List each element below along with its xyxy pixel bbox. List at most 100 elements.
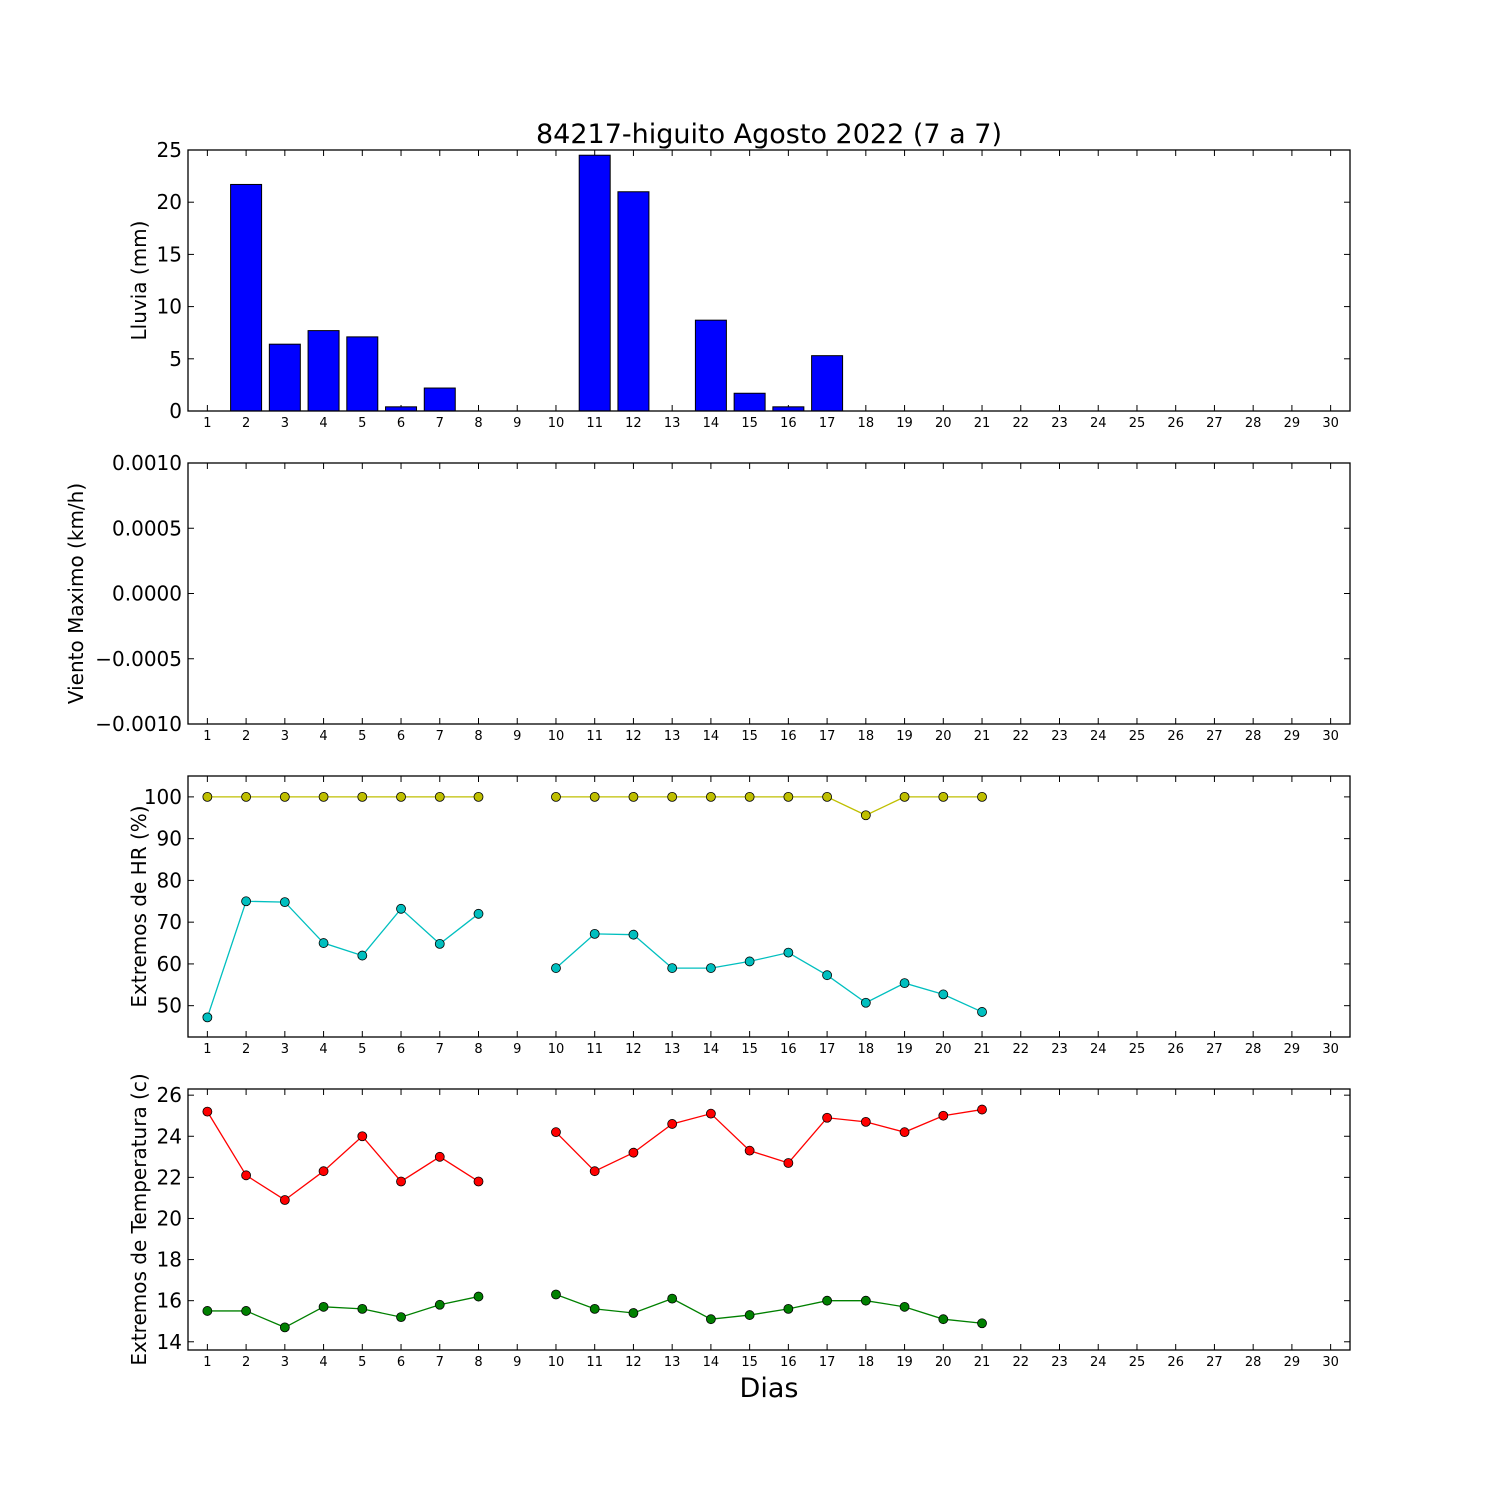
humidity-series-1-point — [977, 791, 987, 802]
rain-plot-frame — [187, 149, 1351, 412]
wind-ytick-label: −0.0010 — [95, 712, 182, 736]
temperature-series-1-point — [279, 1195, 290, 1205]
temperature-series-1-line — [555, 1108, 983, 1172]
rain-xtick-label: 4 — [319, 416, 327, 431]
temperature-series-2-point — [357, 1303, 368, 1314]
humidity-series-2-point — [783, 947, 794, 958]
humidity-series-2-point — [473, 908, 484, 919]
temperature-series-1-point — [473, 1176, 484, 1187]
rain-ytick-label: 0 — [169, 399, 182, 423]
humidity-xtick-label: 25 — [1129, 1042, 1146, 1057]
humidity-series-1-point — [706, 791, 716, 802]
temperature-series-2-point — [279, 1322, 290, 1333]
humidity-plot-frame — [187, 775, 1351, 1038]
humidity-series-1-point — [744, 791, 755, 802]
temperature-series-1-point — [938, 1110, 949, 1121]
temperature-xtick-label: 16 — [780, 1355, 797, 1370]
humidity-series-1-point — [279, 791, 290, 802]
wind-xtick-label: 2 — [242, 729, 250, 744]
temperature-series-1-point — [667, 1119, 678, 1129]
humidity-xtick-label: 23 — [1051, 1042, 1068, 1057]
temperature-series-2-line — [555, 1293, 983, 1324]
humidity-series-2-line — [555, 933, 983, 1013]
wind-xtick-label: 18 — [858, 729, 875, 744]
humidity-series-1-point — [589, 791, 600, 802]
humidity-series-2-point — [551, 963, 561, 973]
wind-xtick-label: 6 — [397, 729, 405, 744]
wind-xtick-label: 25 — [1129, 729, 1146, 744]
temperature-series-2-point — [938, 1314, 949, 1325]
humidity-xtick-label: 20 — [935, 1042, 952, 1057]
rain-bar — [346, 336, 379, 412]
temperature-series-1-point — [628, 1147, 639, 1158]
humidity-series-2-point — [744, 956, 755, 967]
wind-xtick-label: 16 — [780, 729, 797, 744]
humidity-xtick-label: 27 — [1206, 1042, 1223, 1057]
humidity-series-1-point — [202, 791, 213, 802]
wind-xtick-label: 4 — [319, 729, 327, 744]
temperature-series-1-point — [318, 1166, 329, 1177]
temperature-ytick-label: 14 — [157, 1330, 182, 1354]
rain-xtick-label: 10 — [548, 416, 565, 431]
rain-xtick-label: 15 — [741, 416, 758, 431]
humidity-series-2-point — [318, 938, 329, 948]
wind-xtick-label: 26 — [1167, 729, 1184, 744]
rain-ytick-label: 25 — [157, 138, 182, 162]
humidity-xtick-label: 13 — [664, 1042, 681, 1057]
humidity-y-axis-label: Extremos de HR (%) — [127, 805, 151, 1007]
humidity-series-2-point — [241, 896, 252, 907]
rain-xtick-label: 22 — [1012, 416, 1029, 431]
humidity-xtick-label: 28 — [1245, 1042, 1262, 1057]
humidity-series-1-point — [318, 791, 329, 802]
temperature-series-1-point — [860, 1116, 871, 1127]
temperature-plot-frame — [187, 1088, 1351, 1351]
rain-bar — [230, 183, 263, 412]
temperature-xtick-label: 20 — [935, 1355, 952, 1370]
wind-xtick-label: 23 — [1051, 729, 1068, 744]
rain-xtick-label: 13 — [664, 416, 681, 431]
temperature-xtick-label: 10 — [548, 1355, 565, 1370]
humidity-series-2-point — [589, 928, 600, 939]
humidity-xtick-label: 21 — [974, 1042, 991, 1057]
humidity-series-1-point — [357, 791, 368, 802]
temperature-series-2-point — [318, 1301, 329, 1312]
wind-plot-frame — [187, 462, 1351, 725]
wind-ytick-label: 0.0010 — [112, 451, 182, 475]
wind-xtick-label: 7 — [436, 729, 444, 744]
wind-xtick-label: 17 — [819, 729, 836, 744]
rain-bar — [733, 392, 766, 412]
temperature-series-1-point — [551, 1127, 561, 1138]
rain-ytick-label: 10 — [157, 295, 182, 319]
wind-xtick-label: 21 — [974, 729, 991, 744]
humidity-series-1-point — [899, 791, 910, 802]
wind-ytick-label: −0.0005 — [95, 647, 182, 671]
humidity-series-2-point — [899, 978, 910, 989]
temperature-series-2-point — [551, 1289, 561, 1300]
humidity-series-1-point — [628, 791, 639, 802]
temperature-ytick-label: 24 — [157, 1124, 182, 1148]
humidity-xtick-label: 15 — [741, 1042, 758, 1057]
rain-bar — [811, 355, 844, 412]
rain-xtick-label: 23 — [1051, 416, 1068, 431]
temperature-series-2-point — [783, 1303, 794, 1314]
humidity-xtick-label: 11 — [586, 1042, 603, 1057]
temperature-series-2-point — [241, 1306, 252, 1316]
humidity-xtick-label: 4 — [319, 1042, 327, 1057]
rain-y-axis-label: Lluvia (mm) — [127, 221, 151, 341]
rain-bar — [423, 387, 456, 412]
humidity-series-2-point — [202, 1012, 213, 1023]
humidity-xtick-label: 17 — [819, 1042, 836, 1057]
humidity-xtick-label: 26 — [1167, 1042, 1184, 1057]
humidity-ytick-label: 60 — [157, 952, 182, 976]
humidity-series-1-point — [434, 791, 445, 802]
wind-xtick-label: 1 — [203, 729, 211, 744]
wind-xtick-label: 27 — [1206, 729, 1223, 744]
temperature-xtick-label: 2 — [242, 1355, 250, 1370]
wind-xtick-label: 14 — [703, 729, 720, 744]
temperature-xtick-label: 22 — [1012, 1355, 1029, 1370]
rain-xtick-label: 3 — [281, 416, 289, 431]
humidity-series-2-point — [279, 897, 290, 908]
rain-xtick-label: 18 — [858, 416, 875, 431]
